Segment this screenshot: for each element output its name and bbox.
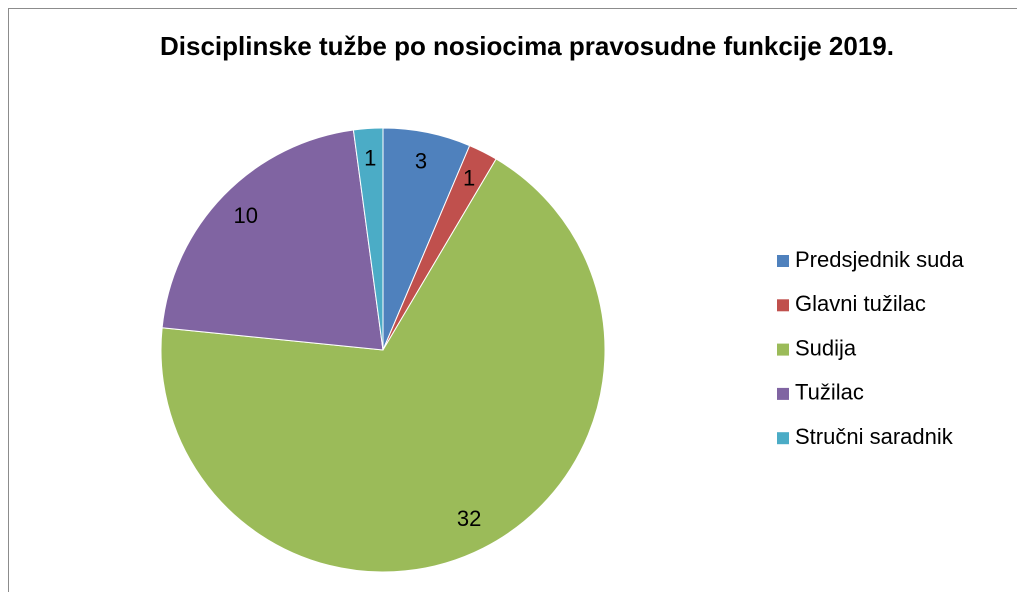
chart-frame bbox=[8, 8, 1017, 592]
legend-swatch bbox=[777, 387, 789, 400]
pie-slice bbox=[160, 158, 606, 573]
legend-swatch bbox=[777, 255, 789, 267]
data-label: 32 bbox=[457, 506, 481, 531]
data-label: 10 bbox=[234, 203, 258, 228]
legend-label: Predsjednik suda bbox=[795, 247, 965, 272]
legend-label: Sudija bbox=[795, 335, 857, 360]
pie-slice bbox=[161, 129, 384, 351]
legend-label: Glavni tužilac bbox=[795, 291, 926, 316]
legend-label: Tužilac bbox=[795, 380, 864, 405]
legend-label: Stručni saradnik bbox=[795, 424, 954, 449]
legend-swatch bbox=[777, 343, 789, 356]
data-label: 1 bbox=[364, 145, 376, 170]
legend-swatch bbox=[777, 432, 789, 445]
data-label: 1 bbox=[463, 165, 475, 190]
chart-title: Disciplinske tužbe po nosiocima pravosud… bbox=[160, 31, 894, 61]
pie-slice bbox=[352, 127, 384, 351]
legend-swatch bbox=[777, 299, 789, 312]
data-label: 3 bbox=[415, 149, 427, 174]
